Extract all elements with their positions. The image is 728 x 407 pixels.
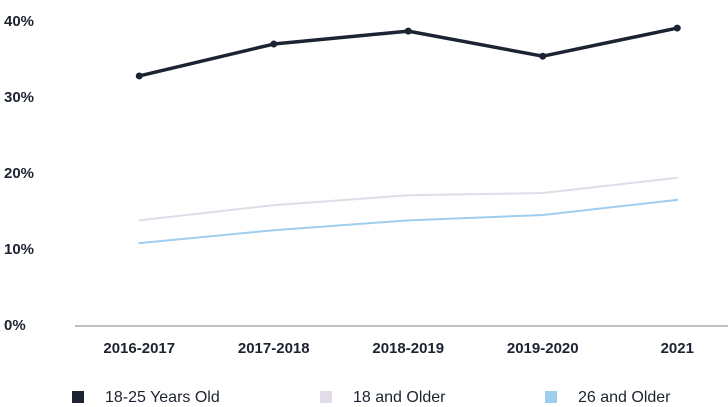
y-tick-label: 40% <box>4 13 34 30</box>
series-point <box>404 27 412 35</box>
legend-swatch <box>545 391 557 403</box>
series-point <box>135 72 143 80</box>
x-tick-label: 2016-2017 <box>103 340 175 357</box>
legend-text: 26 and Older <box>578 389 671 406</box>
y-tick-label: 30% <box>4 89 34 106</box>
legend-swatch <box>320 391 332 403</box>
x-tick-label: 2017-2018 <box>238 340 310 357</box>
y-tick-label: 10% <box>4 241 34 258</box>
legend-text: 18-25 Years Old <box>105 389 220 406</box>
series-line <box>138 198 679 245</box>
series-line <box>137 26 679 78</box>
y-tick-label: 0% <box>4 317 26 334</box>
x-tick-label: 2021 <box>661 340 694 357</box>
series-point <box>539 52 547 60</box>
legend-text: 18 and Older <box>353 389 446 406</box>
y-tick-label: 20% <box>4 165 34 182</box>
series-point <box>270 40 278 48</box>
x-tick-label: 2018-2019 <box>372 340 444 357</box>
legend-swatch <box>72 391 84 403</box>
series-line <box>138 176 679 222</box>
x-tick-label: 2019-2020 <box>507 340 579 357</box>
series-point <box>673 24 681 32</box>
